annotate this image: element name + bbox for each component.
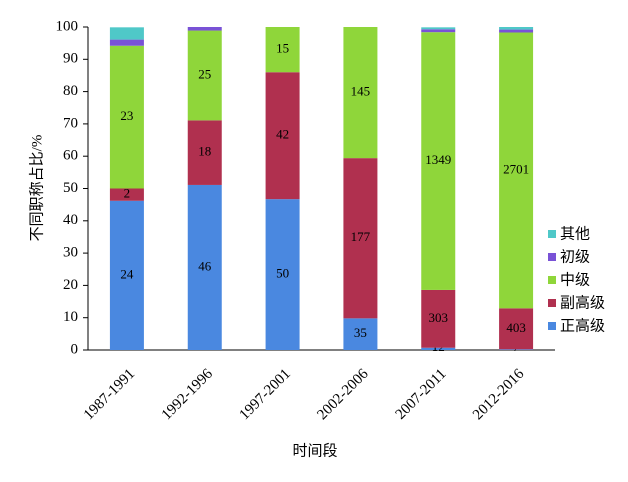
count-label: 177 bbox=[351, 229, 371, 244]
y-tick-label: 70 bbox=[63, 115, 78, 131]
x-tick-label: 2007-2011 bbox=[393, 366, 450, 423]
bar-segment bbox=[187, 120, 222, 185]
count-label: 1349 bbox=[425, 152, 451, 167]
legend-label: 副高级 bbox=[560, 294, 605, 312]
count-label: 42 bbox=[276, 127, 289, 142]
bar-segment bbox=[343, 318, 378, 350]
bar-segment bbox=[109, 39, 144, 46]
bar-segment bbox=[499, 349, 534, 350]
y-tick-label: 10 bbox=[63, 309, 78, 325]
bar-segment bbox=[343, 158, 378, 319]
x-tick-label: 1987-1991 bbox=[81, 366, 138, 423]
bar-segment bbox=[499, 27, 534, 30]
bar-segment bbox=[109, 188, 144, 201]
y-tick-label: 80 bbox=[63, 83, 78, 99]
legend-label: 中级 bbox=[560, 271, 590, 289]
bar-segment bbox=[421, 32, 456, 290]
bar-segment bbox=[499, 308, 534, 350]
bar-segment bbox=[421, 27, 456, 30]
count-label: 23 bbox=[120, 108, 133, 123]
count-label: 145 bbox=[351, 84, 371, 99]
bar-segment bbox=[109, 45, 144, 189]
bar-segment bbox=[265, 199, 300, 350]
y-tick-label: 40 bbox=[63, 212, 78, 228]
y-tick-label: 20 bbox=[63, 277, 78, 293]
count-label: 35 bbox=[354, 325, 367, 340]
x-tick-label: 1997-2001 bbox=[237, 366, 294, 423]
x-axis-label: 时间段 bbox=[292, 442, 337, 459]
x-tick-label: 2002-2006 bbox=[314, 366, 372, 424]
count-label: 25 bbox=[198, 66, 211, 81]
bar-segment bbox=[109, 200, 144, 350]
bar-segment bbox=[421, 289, 456, 348]
y-tick-label: 100 bbox=[56, 18, 79, 34]
count-label: 2 bbox=[124, 186, 131, 201]
y-tick-label: 0 bbox=[71, 341, 79, 357]
y-tick-label: 90 bbox=[63, 51, 78, 67]
bar-segment bbox=[187, 30, 222, 121]
legend-swatch bbox=[548, 322, 556, 330]
legend-swatch bbox=[548, 230, 556, 238]
y-axis-label: 不同职称占比/% bbox=[28, 135, 45, 242]
legend-swatch bbox=[548, 299, 556, 307]
count-label: 24 bbox=[120, 266, 134, 281]
bar-segment bbox=[421, 347, 456, 350]
bar-segment bbox=[499, 29, 534, 33]
legend-swatch bbox=[548, 276, 556, 284]
legend-label: 初级 bbox=[560, 248, 590, 266]
y-tick-label: 60 bbox=[63, 148, 78, 164]
count-label: 2701 bbox=[503, 161, 529, 176]
count-label: 303 bbox=[429, 310, 449, 325]
legend-swatch bbox=[548, 253, 556, 261]
bar-segment bbox=[265, 72, 300, 200]
bar-segment bbox=[499, 32, 534, 309]
bar-segment bbox=[187, 184, 222, 350]
y-tick-label: 30 bbox=[63, 245, 78, 261]
bar-segment bbox=[421, 29, 456, 33]
legend-label: 其他 bbox=[560, 225, 590, 243]
bar-segment bbox=[187, 27, 222, 31]
x-tick-label: 2012-2016 bbox=[470, 366, 528, 424]
count-label: 18 bbox=[198, 144, 211, 159]
count-label: 46 bbox=[198, 258, 212, 273]
x-tick-label: 1992-1996 bbox=[159, 366, 217, 424]
bar-segment bbox=[343, 27, 378, 159]
count-label: 403 bbox=[506, 320, 526, 335]
count-label: 15 bbox=[276, 41, 289, 56]
legend-label: 正高级 bbox=[560, 317, 605, 335]
count-label: 50 bbox=[276, 266, 289, 281]
bar-segment bbox=[265, 27, 300, 73]
bar-segment bbox=[109, 27, 144, 40]
y-tick-label: 50 bbox=[63, 180, 78, 196]
